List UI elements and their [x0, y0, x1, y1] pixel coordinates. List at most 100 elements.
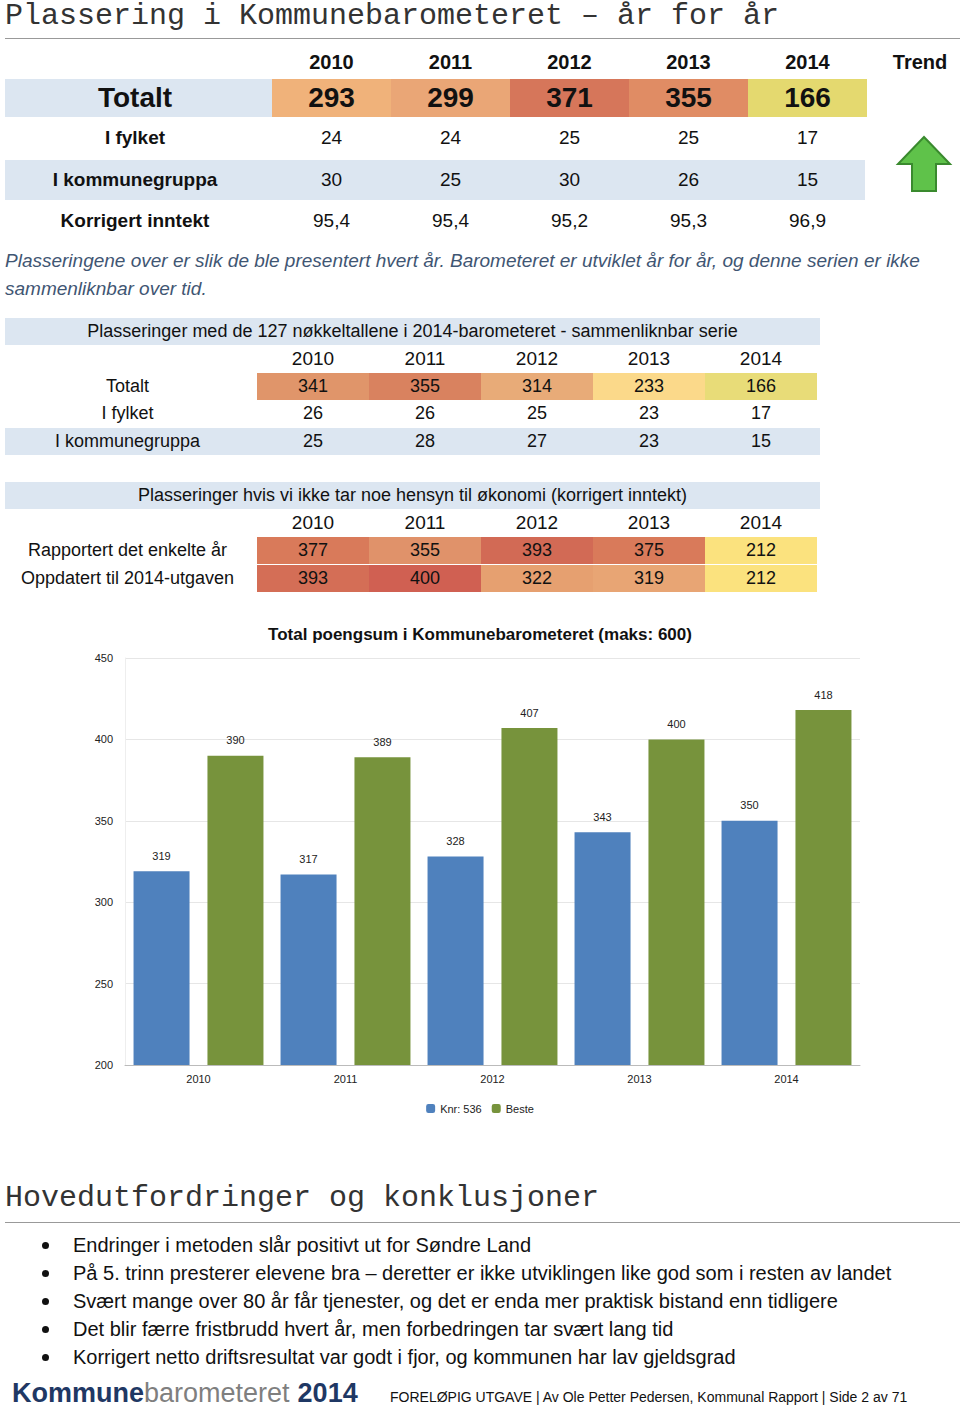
html-text:95,2: 95,2 [551, 210, 588, 231]
html-text:24: 24 [320, 127, 343, 148]
html-text:23: 23 [639, 431, 659, 451]
html-text:25: 25 [558, 127, 581, 148]
svg-text:250: 250 [95, 978, 113, 990]
html-text:2011: 2011 [404, 511, 446, 533]
html-text:96,9: 96,9 [789, 210, 826, 231]
html-text:30: 30 [558, 169, 581, 190]
html-text:2011: 2011 [428, 50, 473, 73]
html-text:2012: 2012 [515, 511, 559, 533]
html-text:Kommune barometeret 2014: Kommune barometeret 2014 [12, 1378, 358, 1408]
svg-text:343: 343 [593, 811, 611, 823]
svg-text:2010: 2010 [186, 1073, 210, 1085]
html-text:2014: 2014 [739, 347, 783, 369]
html-text:30: 30 [320, 169, 343, 190]
html-text:166: 166 [784, 82, 831, 113]
html-text:2010: 2010 [291, 347, 335, 369]
html-text:299: 299 [427, 82, 474, 113]
svg-text:390: 390 [226, 734, 244, 746]
html-text:I fylket: I fylket [101, 403, 154, 423]
html-text:2014: 2014 [785, 50, 830, 73]
svg-text:2012: 2012 [480, 1073, 504, 1085]
html-text:Det blir færre fristbrudd hver: Det blir færre fristbrudd hvert år, men … [73, 1317, 674, 1340]
html-text:17: 17 [751, 403, 771, 423]
svg-text:2013: 2013 [627, 1073, 651, 1085]
svg-text:350: 350 [95, 815, 113, 827]
svg-text:300: 300 [95, 896, 113, 908]
svg-text:450: 450 [95, 652, 113, 664]
svg-text:400: 400 [95, 733, 113, 745]
svg-text:2014: 2014 [774, 1073, 798, 1085]
svg-text:317: 317 [299, 853, 317, 865]
html-text:I kommunegruppa: I kommunegruppa [52, 169, 218, 190]
html-text:Endringer i metoden slår posit: Endringer i metoden slår positivt ut for… [73, 1233, 531, 1256]
html-text:26: 26 [303, 403, 323, 423]
html-text:2012: 2012 [547, 50, 592, 73]
html-text:Korrigert netto driftsresultat: Korrigert netto driftsresultat var godt … [73, 1345, 736, 1368]
html-text:25: 25 [527, 403, 547, 423]
svg-text:319: 319 [152, 850, 170, 862]
html-text:24: 24 [439, 127, 462, 148]
html-text:2010: 2010 [291, 511, 335, 533]
svg-text:389: 389 [373, 736, 391, 748]
html-text:25: 25 [303, 431, 323, 451]
html-text:Totalt: Totalt [106, 376, 149, 396]
svg-text:328: 328 [446, 835, 464, 847]
html-text:Rapportert det enkelte år: Rapportert det enkelte år [27, 540, 228, 560]
html-text:95,3: 95,3 [670, 210, 707, 231]
html-text:Hovedutfordringer og konklusjo: Hovedutfordringer og konklusjoner [5, 1181, 600, 1215]
html-text:Plasseringene over er slik de: Plasseringene over er slik de ble presen… [5, 250, 920, 299]
html-text:På 5. trinn presterer elevene: På 5. trinn presterer elevene bra – dere… [73, 1261, 892, 1284]
svg-text:407: 407 [520, 707, 538, 719]
svg-text:Total poengsum i Kommunebarome: Total poengsum i Kommunebarometeret (mak… [268, 625, 692, 644]
html-text:355: 355 [410, 540, 440, 560]
html-text:15: 15 [796, 169, 819, 190]
html-text:375: 375 [634, 540, 664, 560]
html-text:2010: 2010 [309, 50, 354, 73]
html-text:2014: 2014 [739, 511, 783, 533]
svg-text:Knr: 536: Knr: 536 [440, 1103, 482, 1115]
svg-text:2011: 2011 [334, 1073, 358, 1085]
html-text:26: 26 [677, 169, 700, 190]
svg-text:418: 418 [814, 689, 832, 701]
html-text:355: 355 [410, 376, 440, 396]
html-text:166: 166 [746, 376, 776, 396]
html-text:27: 27 [527, 431, 547, 451]
html-text:23: 23 [639, 403, 659, 423]
html-text:2011: 2011 [404, 347, 446, 369]
svg-text:350: 350 [740, 799, 758, 811]
html-text:2013: 2013 [627, 511, 671, 533]
html-text:2013: 2013 [666, 50, 711, 73]
html-text:25: 25 [439, 169, 462, 190]
html-text:Trend: Trend [892, 50, 948, 73]
html-text:314: 314 [522, 376, 552, 396]
html-text:Oppdatert til 2014-utgaven: Oppdatert til 2014-utgaven [20, 568, 235, 588]
html-text:293: 293 [308, 82, 355, 113]
html-text:341: 341 [298, 376, 328, 396]
html-text:Plassering i Kommunebarometere: Plassering i Kommunebarometeret – år for… [5, 0, 780, 33]
html-text:Plasseringer hvis vi ikke tar: Plasseringer hvis vi ikke tar noe hensyn… [137, 485, 688, 505]
html-text:26: 26 [415, 403, 435, 423]
html-text:17: 17 [796, 127, 819, 148]
html-text:Svært mange over 80 år får tje: Svært mange over 80 år får tjenester, og… [73, 1289, 838, 1312]
html-text:95,4: 95,4 [313, 210, 350, 231]
svg-text:400: 400 [667, 718, 685, 730]
html-text:212: 212 [746, 540, 776, 560]
html-text:Korrigert inntekt: Korrigert inntekt [60, 210, 210, 231]
html-text:15: 15 [751, 431, 771, 451]
html-text:25: 25 [677, 127, 700, 148]
html-text:95,4: 95,4 [432, 210, 469, 231]
html-text:28: 28 [415, 431, 435, 451]
html-text:2013: 2013 [627, 347, 671, 369]
html-text:393: 393 [522, 540, 552, 560]
html-text:355: 355 [665, 82, 712, 113]
html-text:371: 371 [546, 82, 593, 113]
html-text:I fylket: I fylket [104, 127, 166, 148]
svg-text:Beste: Beste [506, 1103, 534, 1115]
svg-text:200: 200 [95, 1059, 113, 1071]
html-text:Totalt: Totalt [97, 82, 173, 113]
html-text:I kommunegruppa: I kommunegruppa [55, 431, 200, 451]
html-text:2012: 2012 [515, 347, 559, 369]
html-text:233: 233 [634, 376, 664, 396]
html-text:Plasseringer med de 127 nøkkel: Plasseringer med de 127 nøkkeltallene i … [87, 321, 738, 341]
html-text:377: 377 [298, 540, 328, 560]
